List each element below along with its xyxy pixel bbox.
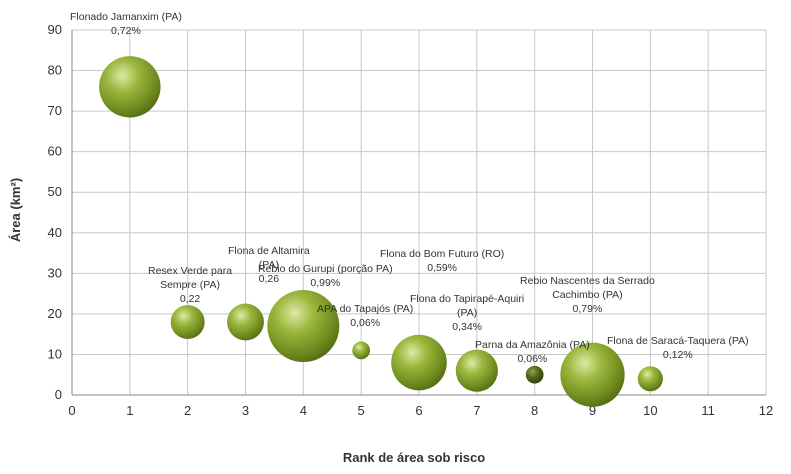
bubble-label-line: 0,34% [452,321,482,333]
bubble-label-line: Resex Verde para [148,265,232,277]
y-tick-label: 20 [48,306,62,321]
x-tick-label: 5 [358,403,365,418]
y-tick-label: 10 [48,346,62,361]
x-tick-label: 12 [759,403,773,418]
bubble-label-line: Flona do Tapirapé-Aquiri [410,293,524,305]
bubble-label-line: 0,12% [663,349,693,361]
bubble [227,303,264,341]
x-tick-label: 0 [68,403,75,418]
x-tick-label: 2 [184,403,191,418]
bubble-label-line: Rebio do Gurupi (porção PA) [258,263,393,275]
bubble-label: Flonado Jamanxim (PA) 0,72% [70,11,182,37]
x-tick-label: 10 [643,403,657,418]
y-axis-title: Área (km²) [8,178,23,242]
bubble [352,341,371,360]
x-axis-title: Rank de área sob risco [343,450,485,465]
bubble-label-line: Flona do Bom Futuro (RO) [380,248,504,260]
bubble [267,290,340,363]
bubble-label: Rebio Nascentes da Serrado Cachimbo (PA) 0… [520,275,655,315]
bubble-label: Parna da Amazônia (PA) 0,06% [475,339,590,365]
bubble-label-line: Cachimbo (PA) [552,289,622,301]
bubble [170,305,205,339]
x-tick-label: 9 [589,403,596,418]
x-tick-label: 8 [531,403,538,418]
bubble-label-line: 0,59% [427,262,457,274]
x-tick-label: 1 [126,403,133,418]
bubble-labels: Flonado Jamanxim (PA) 0,72% Resex Verde pa… [70,11,749,365]
bubble-label-line: 0,26 [259,273,280,285]
y-tick-label: 50 [48,184,62,199]
bubble [455,349,498,392]
bubble-label-line: 0,72% [111,25,141,37]
x-tick-label: 3 [242,403,249,418]
bubble [391,334,447,391]
y-tick-label: 40 [48,225,62,240]
bubble-label-line: Flona de Altamira [228,245,310,257]
bubble [637,366,663,392]
bubble-label-line: (PA) [259,259,279,271]
bubble-label: Flona de Altamira (PA) 0,26 [228,245,310,285]
bubble-label-line: 0,99% [310,277,340,289]
bubble [525,365,544,384]
bubble-label: APA do Tapajós (PA) 0,06% [317,303,413,329]
bubble-label: Rebio do Gurupi (porção PA) 0,99% [258,263,393,289]
bubble-label-line: Rebio Nascentes da Serrado [520,275,655,287]
y-tick-label: 30 [48,265,62,280]
y-tick-label: 80 [48,63,62,78]
bubble-label-line: 0,79% [573,303,603,315]
bubble-label-line: 0,22 [180,293,201,305]
bubble-label: Resex Verde para Sempre (PA) 0,22 [148,265,232,305]
bubble-label: Flona do Tapirapé-Aquiri (PA) 0,34% [410,293,524,333]
bubble-label-line: Sempre (PA) [160,279,220,291]
bubble-label-line: Flonado Jamanxim (PA) [70,11,182,23]
bubble-label-line: APA do Tapajós (PA) [317,303,413,315]
x-tick-label: 4 [300,403,307,418]
bubble-label-line: Parna da Amazônia (PA) [475,339,590,351]
x-tick-label: 6 [415,403,422,418]
bubble-label-line: 0,06% [350,317,380,329]
bubble [560,342,625,407]
y-tick-label: 60 [48,144,62,159]
x-tick-label: 7 [473,403,480,418]
bubble-label-line: (PA) [457,307,477,319]
y-tick-label: 0 [55,387,62,402]
y-tick-label: 70 [48,103,62,118]
bubble-label: Flona de Saracá-Taquera (PA) 0,12% [607,335,749,361]
x-tick-label: 11 [701,403,715,418]
bubble-label: Flona do Bom Futuro (RO) 0,59% [380,248,504,274]
y-tick-label: 90 [48,22,62,37]
bubble-label-line: Flona de Saracá-Taquera (PA) [607,335,749,347]
bubbles [99,56,663,407]
bubble [99,56,161,118]
bubble-label-line: 0,06% [518,353,548,365]
